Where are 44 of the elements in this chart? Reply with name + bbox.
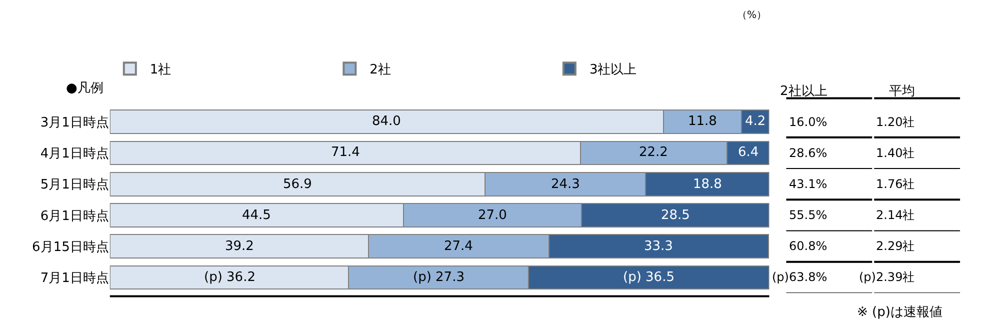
text: ●凡例 [66,81,104,96]
data-label: (p) 36.2 [204,270,256,285]
text: 60.8% [789,239,828,253]
text: (p)63.8% [772,270,828,284]
y-tick-label: 7月1日時点 [40,271,109,286]
text: 43.1% [789,177,828,191]
text: 2.29社 [876,239,915,253]
data-label: 22.2 [639,145,668,160]
text: 16.0% [789,115,828,129]
data-label: 44.5 [242,208,271,223]
y-tick-label: 6月1日時点 [40,208,109,224]
data-label: 18.8 [693,177,722,192]
data-label: 84.0 [372,114,401,129]
x-axis-title: （%） [737,10,767,21]
data-label: 4.2 [745,114,766,129]
data-label: 39.2 [225,239,254,254]
data-label: 28.5 [661,208,690,223]
text: 1.20社 [876,115,915,129]
text: ※ (p)は速報値 [857,305,942,320]
y-tick-label: 5月1日時点 [40,178,109,193]
data-label: 27.0 [478,208,507,223]
y-tick-label: 3月1日時点 [40,115,109,130]
text: 1.76社 [876,177,915,191]
data-label: 71.4 [331,145,360,160]
data-label: (p) 36.5 [623,270,674,285]
text: 55.5% [789,208,828,222]
text: (p)2.39社 [859,270,915,284]
text: 2.14社 [876,208,915,222]
text: 平均 [889,84,915,99]
legend-label: 1社 [150,62,172,78]
data-label: 56.9 [283,177,312,192]
data-label: 24.3 [551,177,580,192]
data-label: 27.4 [444,239,473,254]
text: 2社以上 [780,84,828,99]
legend-label: 3社以上 [589,62,637,78]
data-label: (p) 27.3 [413,270,464,285]
y-tick-label: 4月1日時点 [40,146,109,162]
y-tick-label: 6月15日時点 [32,240,109,255]
data-label: 11.8 [688,114,717,129]
text: 1.40社 [876,146,915,160]
legend-label: 2社 [370,62,391,78]
text: 28.6% [789,146,828,160]
data-label: 33.3 [644,239,673,254]
data-label: 6.4 [738,145,759,160]
